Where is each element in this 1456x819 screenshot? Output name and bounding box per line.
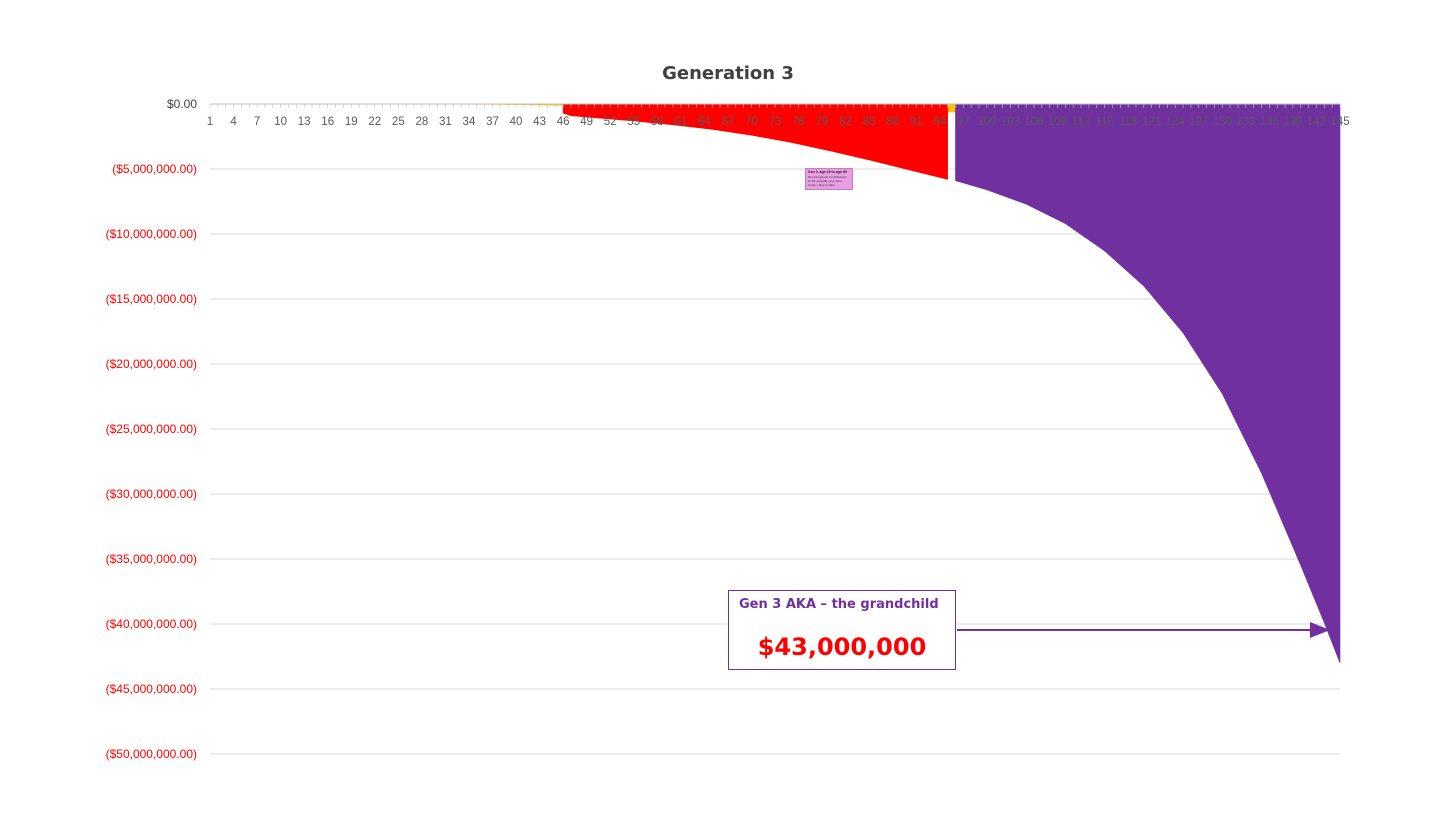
y-tick-label: ($50,000,000.00) — [106, 747, 197, 761]
x-tick-label: 64 — [698, 116, 711, 128]
x-axis — [209, 103, 1341, 108]
x-tick-label: 109 — [1048, 116, 1067, 128]
x-tick-label: 103 — [1001, 116, 1020, 128]
callout-box: Gen 3 AKA – the grandchild $43,000,000 — [728, 590, 956, 670]
x-tick-label: 22 — [368, 116, 381, 128]
x-tick-label: 1 — [207, 116, 213, 128]
x-tick-label: 136 — [1260, 116, 1279, 128]
callout-label: Gen 3 AKA – the grandchild — [739, 597, 939, 612]
y-tick-label: ($5,000,000.00) — [112, 162, 197, 176]
x-tick-label: 34 — [463, 116, 476, 128]
x-tick-label: 61 — [674, 116, 687, 128]
x-tick-label: 130 — [1213, 116, 1232, 128]
x-tick-label: 112 — [1072, 116, 1090, 128]
x-tick-label: 4 — [230, 116, 237, 128]
x-tick-label: 94 — [933, 116, 946, 128]
x-tick-label: 85 — [863, 116, 876, 128]
x-tick-label: 79 — [816, 116, 829, 128]
y-tick-label: ($10,000,000.00) — [106, 227, 197, 241]
x-tick-label: 91 — [910, 116, 923, 128]
chart-title: Generation 3 — [662, 63, 794, 84]
x-tick-label: 115 — [1095, 116, 1113, 128]
x-tick-label: 127 — [1189, 116, 1208, 128]
x-tick-label: 58 — [651, 116, 664, 128]
x-tick-label: 118 — [1119, 116, 1137, 128]
x-tick-label: 52 — [604, 116, 617, 128]
x-tick-label: 142 — [1307, 116, 1326, 128]
x-tick-label: 28 — [415, 116, 428, 128]
area-series-2 — [562, 103, 948, 180]
y-tick-label: ($35,000,000.00) — [106, 552, 197, 566]
x-tick-label: 88 — [886, 116, 899, 128]
y-tick-label: ($45,000,000.00) — [106, 682, 197, 696]
x-tick-label: 133 — [1236, 116, 1255, 128]
x-tick-label: 16 — [321, 116, 334, 128]
y-axis-labels: $0.00 ($5,000,000.00) ($10,000,000.00) ($15… — [106, 97, 198, 761]
x-tick-label: 40 — [510, 116, 523, 128]
x-tick-label: 121 — [1142, 116, 1161, 128]
x-tick-label: 37 — [486, 116, 499, 128]
gridlines — [210, 168, 1340, 755]
x-tick-label: 49 — [580, 116, 593, 128]
x-tick-label: 124 — [1166, 116, 1186, 128]
x-tick-label: 31 — [439, 116, 452, 128]
note-body: Net Compound Contributions at 4% annuall… — [808, 175, 847, 187]
area-series — [210, 103, 1341, 664]
y-tick-label: $0.00 — [167, 97, 197, 111]
y-tick-label: ($20,000,000.00) — [106, 357, 197, 371]
annotation-note: Gen 2, age 18 to age 65 Net Compound Con… — [805, 168, 853, 190]
callout-value: $43,000,000 — [757, 633, 927, 661]
x-tick-label: 7 — [254, 116, 260, 128]
y-tick-label: ($15,000,000.00) — [106, 292, 197, 306]
y-tick-label: ($25,000,000.00) — [106, 422, 197, 436]
x-tick-label: 70 — [745, 116, 758, 128]
x-tick-label: 46 — [557, 116, 570, 128]
x-tick-label: 76 — [792, 116, 805, 128]
x-tick-label: 82 — [839, 116, 852, 128]
x-tick-label: 73 — [769, 116, 782, 128]
x-tick-label: 10 — [274, 116, 287, 128]
x-tick-label: 55 — [627, 116, 640, 128]
x-tick-label: 13 — [298, 116, 311, 128]
x-tick-label: 25 — [392, 116, 405, 128]
y-tick-label: ($40,000,000.00) — [106, 617, 197, 631]
x-tick-label: 43 — [533, 116, 546, 128]
y-tick-label: ($30,000,000.00) — [106, 487, 197, 501]
x-axis-labels: 1 4 7 10 13 16 19 22 25 28 31 34 37 40 43 46 49 52 55 58 61 6… — [207, 116, 1350, 128]
note-title: Gen 2, age 18 to age 65 — [808, 170, 847, 174]
x-tick-label: 67 — [722, 116, 735, 128]
x-tick-label: 100 — [977, 116, 996, 128]
x-tick-label: 106 — [1024, 116, 1043, 128]
area-series-3 — [955, 103, 1341, 664]
x-tick-label: 97 — [957, 116, 970, 128]
x-tick-label: 19 — [345, 116, 358, 128]
x-tick-label: 139 — [1283, 116, 1302, 128]
x-tick-label: 145 — [1330, 116, 1349, 128]
